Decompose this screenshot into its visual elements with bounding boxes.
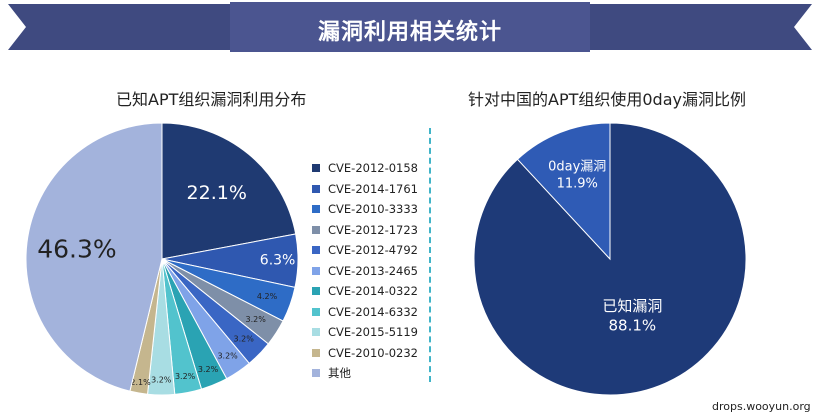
legend-item: CVE-2015-5119 <box>312 322 432 343</box>
slice-value-label: 2.1% <box>130 378 151 387</box>
legend-swatch <box>312 287 320 296</box>
watermark: drops.wooyun.org <box>712 400 811 413</box>
slice-value-label: 22.1% <box>187 182 247 204</box>
slice-value-label: 88.1% <box>609 317 657 335</box>
pie-slice <box>25 122 163 392</box>
legend-label: CVE-2014-6332 <box>328 304 418 319</box>
slice-value-label: 3.2% <box>151 376 172 385</box>
legend-label: CVE-2012-0158 <box>328 161 418 176</box>
slice-value-label: 3.2% <box>245 315 266 324</box>
slice-value-label: 3.2% <box>198 365 219 374</box>
legend-swatch <box>312 164 320 173</box>
legend-label: CVE-2010-0232 <box>328 345 418 360</box>
legend-item: CVE-2012-0158 <box>312 158 432 179</box>
legend-item: CVE-2012-4792 <box>312 240 432 261</box>
legend-item: CVE-2014-6332 <box>312 302 432 323</box>
pie-slice <box>516 122 611 261</box>
slice-value-label: 46.3% <box>37 234 116 263</box>
legend-swatch <box>312 307 320 316</box>
legend-label: CVE-2012-4792 <box>328 243 418 258</box>
pie-slice <box>161 122 297 260</box>
slice-category-label: 已知漏洞 <box>602 297 662 315</box>
legend-label: CVE-2014-1761 <box>328 181 418 196</box>
legend-swatch <box>312 184 320 193</box>
legend-item: CVE-2012-1723 <box>312 220 432 241</box>
slice-value-label: 6.3% <box>260 252 296 268</box>
legend-swatch <box>312 225 320 234</box>
left-chart-title: 已知APT组织漏洞利用分布 <box>116 90 307 109</box>
legend-swatch <box>312 348 320 357</box>
slice-category-label: 0day漏洞 <box>548 158 606 174</box>
slice-value-label: 3.2% <box>217 351 238 360</box>
legend-label: CVE-2014-0322 <box>328 284 418 299</box>
legend-label: CVE-2010-3333 <box>328 202 418 217</box>
header-banner <box>8 2 812 52</box>
legend-item: CVE-2013-2465 <box>312 261 432 282</box>
legend-swatch <box>312 328 320 337</box>
legend-item: CVE-2010-0232 <box>312 343 432 364</box>
legend-swatch <box>312 205 320 214</box>
legend-label: 其他 <box>328 366 351 381</box>
section-divider <box>429 128 431 382</box>
right-chart-title: 针对中国的APT组织使用0day漏洞比例 <box>468 90 746 109</box>
pie-legend: CVE-2012-0158 CVE-2014-1761 CVE-2010-333… <box>312 158 432 384</box>
legend-item: CVE-2014-0322 <box>312 281 432 302</box>
legend-swatch <box>312 246 320 255</box>
legend-label: CVE-2013-2465 <box>328 263 418 278</box>
legend-item: 其他 <box>312 363 432 384</box>
legend-swatch <box>312 266 320 275</box>
legend-item: CVE-2010-3333 <box>312 199 432 220</box>
slice-value-label: 3.2% <box>175 372 196 381</box>
legend-swatch <box>312 369 320 378</box>
legend-label: CVE-2012-1723 <box>328 222 418 237</box>
legend-label: CVE-2015-5119 <box>328 325 418 340</box>
vuln-distribution-pie: 22.1%6.3%4.2%3.2%3.2%3.2%3.2%3.2%3.2%2.1… <box>25 122 299 396</box>
slice-value-label: 4.2% <box>257 292 278 301</box>
zero-day-ratio-pie: 已知漏洞 88.1% 0day漏洞 11.9% <box>473 122 747 396</box>
slice-value-label: 3.2% <box>233 334 254 343</box>
page-title: 漏洞利用相关统计 <box>317 20 502 45</box>
slice-value-label: 11.9% <box>557 176 598 191</box>
legend-item: CVE-2014-1761 <box>312 179 432 200</box>
